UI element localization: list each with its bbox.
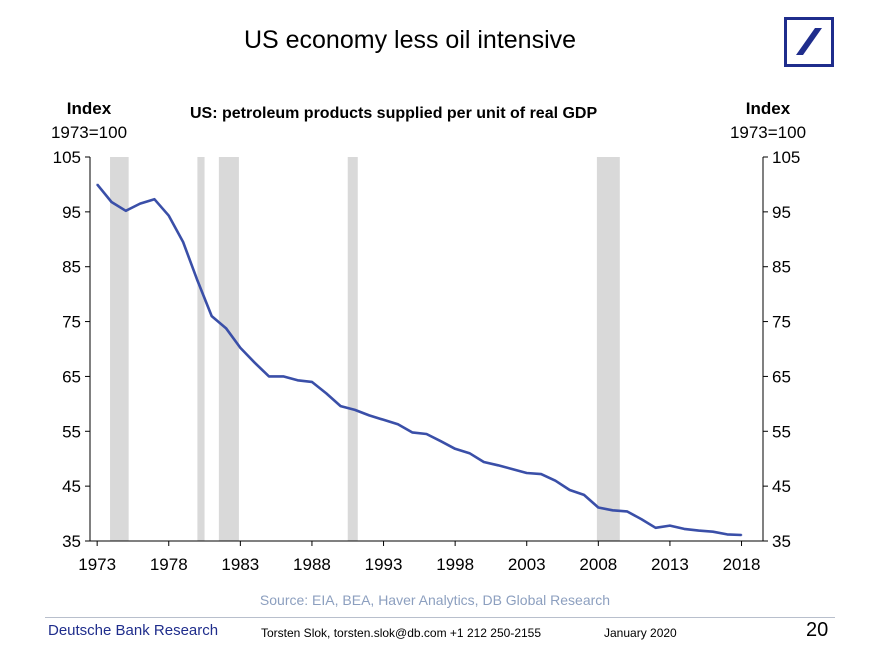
x-tick-label: 2018 (723, 555, 761, 574)
page-number: 20 (806, 619, 829, 641)
recession-band-2 (218, 157, 239, 541)
slide-title: US economy less oil intensive (243, 26, 577, 54)
data-point (511, 468, 514, 470)
data-point (669, 524, 671, 527)
data-point (253, 361, 256, 364)
data-point (153, 198, 156, 201)
data-point (210, 315, 213, 317)
left-y-tick-label: 95 (62, 203, 81, 222)
data-point (454, 448, 456, 450)
data-point (468, 452, 471, 455)
right-y-tick-label: 85 (772, 258, 791, 277)
right-y-tick-label: 95 (772, 203, 791, 222)
data-point (683, 528, 686, 530)
data-point (339, 405, 342, 407)
data-point (525, 472, 528, 474)
data-point (411, 431, 413, 434)
x-tick-label: 1983 (221, 555, 259, 574)
data-point (425, 433, 428, 435)
data-point (268, 375, 270, 378)
data-point (740, 534, 743, 536)
data-point (654, 527, 657, 529)
data-point (167, 214, 170, 217)
x-tick-label: 1993 (365, 555, 403, 574)
footer-date: January 2020 (604, 626, 677, 640)
line-chart: 35 35 45 45 55 55 65 65 75 75 85 85 95 95 105 105 1973 19… (53, 148, 801, 574)
data-point (182, 241, 184, 243)
data-point (139, 202, 141, 205)
left-y-tick-label: 105 (53, 148, 81, 167)
data-point (96, 183, 98, 186)
data-point (554, 479, 557, 482)
x-tick-label: 1978 (150, 555, 188, 574)
right-y-tick-label: 55 (772, 422, 791, 441)
data-point (712, 530, 714, 533)
footer-brand: Deutsche Bank Research (48, 622, 219, 639)
x-tick-label: 2003 (508, 555, 546, 574)
data-point (124, 209, 127, 212)
data-point (311, 381, 313, 383)
x-tick-label: 2013 (651, 555, 689, 574)
right-y-tick-label: 65 (772, 367, 791, 386)
left-y-tick-label: 35 (62, 532, 81, 551)
data-point (540, 473, 542, 475)
left-y-tick-label: 75 (62, 313, 81, 332)
data-point (440, 440, 442, 442)
right-y-tick-label: 75 (772, 313, 791, 332)
x-tick-label: 1973 (78, 555, 116, 574)
recession-band-1 (197, 157, 205, 541)
right-y-tick-label: 105 (772, 148, 800, 167)
data-point (397, 423, 399, 425)
data-point (296, 379, 299, 382)
data-point (225, 327, 227, 329)
data-point (354, 409, 356, 411)
right-axis-label: Index 1973=100 (723, 97, 813, 145)
left-y-tick-label: 45 (62, 477, 81, 496)
data-point (368, 414, 371, 417)
data-point (611, 509, 614, 512)
deutsche-bank-logo (784, 17, 834, 67)
data-point (640, 518, 643, 520)
data-point (726, 533, 729, 536)
left-axis-label: Index 1973=100 (44, 97, 134, 145)
footer-author-contact: Torsten Slok, torsten.slok@db.com +1 212… (261, 626, 542, 640)
data-point (568, 489, 571, 491)
data-point (196, 279, 199, 282)
recession-band-0 (110, 157, 129, 541)
left-axis-label-line1: Index (66, 99, 112, 118)
series-line (96, 183, 742, 537)
source-note: Source: EIA, BEA, Haver Analytics, DB Gl… (259, 592, 611, 608)
left-y-tick-label: 85 (62, 258, 81, 277)
data-point (597, 506, 600, 509)
right-y-tick-label: 45 (772, 477, 791, 496)
data-point (497, 464, 499, 467)
data-point (110, 201, 113, 203)
data-point (626, 510, 628, 513)
left-axis-label-line2: 1973=100 (50, 123, 128, 142)
recession-band-4 (596, 157, 620, 541)
data-point (239, 347, 242, 349)
x-tick-label: 2008 (579, 555, 617, 574)
x-tick-label: 1988 (293, 555, 331, 574)
data-point (697, 529, 700, 532)
left-y-tick-label: 65 (62, 367, 81, 386)
data-point (282, 375, 285, 378)
right-axis-label-line2: 1973=100 (729, 123, 807, 142)
data-point (482, 461, 485, 463)
right-axis-label-line1: Index (745, 99, 791, 118)
data-point (583, 494, 585, 496)
right-y-tick-label: 35 (772, 532, 791, 551)
data-point (325, 392, 328, 395)
footer-divider (45, 617, 835, 618)
data-point (382, 418, 385, 421)
chart-title: US: petroleum products supplied per unit… (190, 105, 598, 122)
left-y-tick-label: 55 (62, 422, 81, 441)
recession-band-3 (347, 157, 358, 541)
x-tick-label: 1998 (436, 555, 474, 574)
